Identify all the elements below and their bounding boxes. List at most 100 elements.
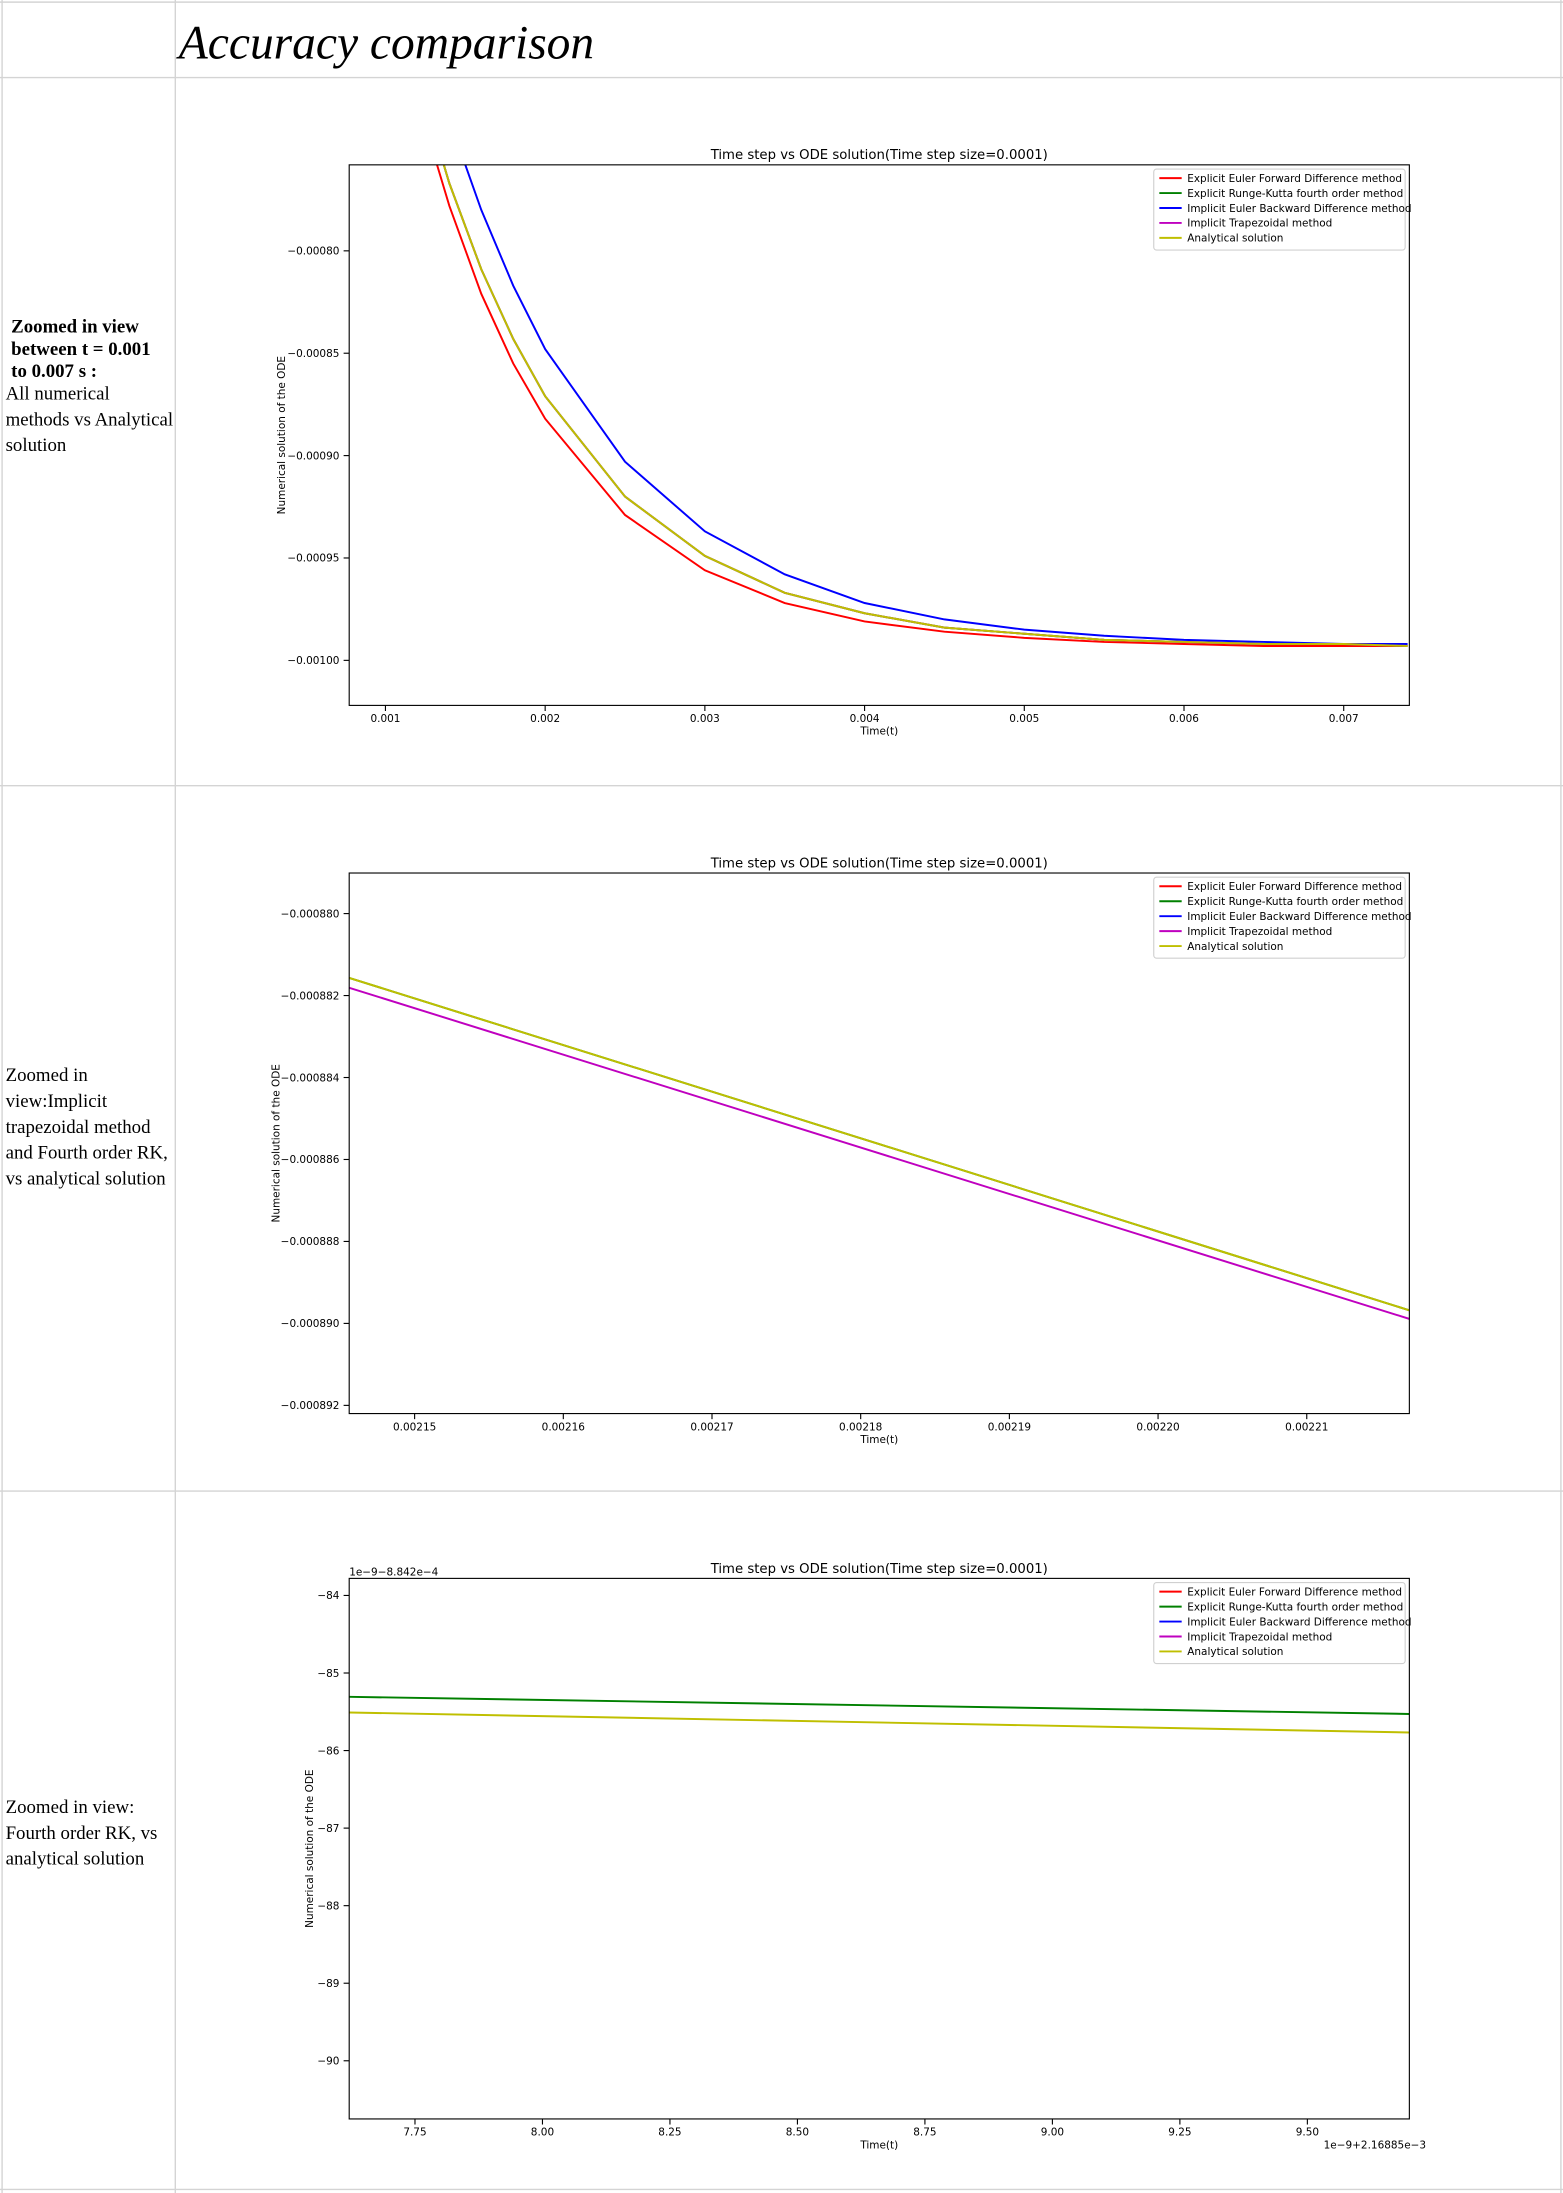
row-label: and Fourth order RK, — [6, 1143, 168, 1164]
y-tick-label: −0.00080 — [287, 246, 339, 258]
legend-label: Analytical solution — [1187, 233, 1283, 245]
legend-label: Explicit Euler Forward Difference method — [1187, 881, 1402, 893]
row-label: trapezoidal method — [6, 1117, 152, 1138]
series-line — [349, 986, 1410, 1320]
x-tick-label: 0.004 — [850, 713, 880, 725]
legend-box — [1153, 168, 1406, 251]
y-tick-label: −87 — [317, 1823, 339, 1835]
x-tick-label: 0.003 — [690, 713, 720, 725]
legend-label: Explicit Euler Forward Difference method — [1187, 173, 1402, 185]
legend-label: Implicit Trapezoidal method — [1187, 926, 1332, 938]
x-axis-label: Time(t) — [859, 1434, 898, 1446]
y-axis-label: Numerical solution of the ODE — [276, 356, 288, 514]
y-tick-label: −0.000890 — [281, 1318, 340, 1330]
plot-frame — [348, 1577, 1410, 2120]
x-tick-label: 8.00 — [531, 2127, 554, 2139]
row-label-bold: to 0.007 s : — [11, 361, 97, 382]
y-tick-label: −0.00090 — [287, 450, 339, 462]
legend-label: Implicit Trapezoidal method — [1187, 218, 1332, 230]
series-line — [436, 164, 1408, 648]
series-line — [349, 1695, 1410, 1715]
y-tick-label: −88 — [317, 1900, 339, 1912]
x-tick-label: 0.001 — [370, 713, 400, 725]
series-line — [349, 976, 1410, 1312]
row-label: Zoomed in — [6, 1065, 89, 1086]
legend-label: Analytical solution — [1187, 941, 1283, 953]
chart-title: Time step vs ODE solution(Time step size… — [710, 856, 1048, 871]
x-tick-label: 9.25 — [1168, 2127, 1191, 2139]
y-tick-label: −0.00085 — [287, 348, 339, 360]
row-label: methods vs Analytical — [6, 409, 173, 430]
legend-label: Explicit Runge-Kutta fourth order method — [1187, 1601, 1403, 1613]
row-label: Zoomed in view: — [6, 1797, 135, 1818]
x-axis-label: Time(t) — [859, 726, 898, 738]
legend-label: Implicit Euler Backward Difference metho… — [1187, 203, 1411, 215]
y-tick-label: −0.000886 — [281, 1154, 340, 1166]
y-tick-label: −0.000892 — [281, 1400, 340, 1412]
x-tick-label: 7.75 — [403, 2127, 426, 2139]
y-tick-label: −86 — [317, 1745, 339, 1757]
y-tick-label: −0.000888 — [281, 1236, 340, 1248]
series-line — [442, 164, 1408, 648]
y-tick-label: −0.000880 — [281, 908, 340, 920]
y-tick-label: −0.00095 — [287, 553, 339, 565]
legend-label: Implicit Euler Backward Difference metho… — [1187, 1616, 1411, 1628]
chart-title: Time step vs ODE solution(Time step size… — [710, 1562, 1048, 1577]
x-tick-label: 0.006 — [1169, 713, 1199, 725]
series-line — [464, 164, 1408, 645]
row-label-bold: between t = 0.001 — [11, 339, 150, 360]
x-offset-label: 1e−9+2.16885e−3 — [1324, 2139, 1426, 2151]
x-tick-label: 0.00221 — [1285, 1421, 1328, 1433]
x-tick-label: 0.005 — [1009, 713, 1039, 725]
legend-label: Explicit Euler Forward Difference method — [1187, 1586, 1402, 1598]
y-tick-label: −85 — [317, 1668, 339, 1680]
legend-label: Explicit Runge-Kutta fourth order method — [1187, 896, 1403, 908]
chart: Time step vs ODE solution(Time step size… — [276, 148, 1412, 738]
plot-lines — [436, 164, 1408, 648]
x-tick-label: 8.50 — [786, 2127, 809, 2139]
legend-box — [1153, 876, 1406, 959]
x-tick-label: 0.00219 — [988, 1421, 1031, 1433]
row-label: analytical solution — [6, 1849, 145, 1870]
x-tick-label: 0.00218 — [839, 1421, 882, 1433]
chart-title: Time step vs ODE solution(Time step size… — [710, 148, 1048, 163]
x-tick-label: 0.00215 — [393, 1421, 436, 1433]
x-tick-label: 0.002 — [530, 713, 560, 725]
page-title: Accuracy comparison — [176, 18, 594, 70]
y-tick-label: −0.000882 — [281, 990, 340, 1002]
row-label: view:Implicit — [6, 1091, 108, 1112]
y-tick-label: −90 — [317, 2056, 339, 2068]
legend-label: Analytical solution — [1187, 1646, 1283, 1658]
x-tick-label: 0.007 — [1329, 713, 1359, 725]
x-tick-label: 0.00220 — [1136, 1421, 1179, 1433]
y-tick-label: −0.000884 — [281, 1072, 340, 1084]
y-tick-label: −89 — [317, 1978, 339, 1990]
x-axis-label: Time(t) — [859, 2139, 898, 2151]
legend-label: Implicit Trapezoidal method — [1187, 1631, 1332, 1643]
plot-frame — [348, 872, 1410, 1415]
legend-label: Implicit Euler Backward Difference metho… — [1187, 911, 1411, 923]
chart: Time step vs ODE solution(Time step size… — [304, 1562, 1426, 2151]
x-tick-label: 8.75 — [913, 2127, 936, 2139]
row-label: solution — [6, 435, 67, 456]
y-tick-label: −0.00100 — [287, 655, 339, 667]
chart: Time step vs ODE solution(Time step size… — [270, 856, 1411, 1446]
legend-box — [1153, 1582, 1406, 1665]
plot-frame — [348, 164, 1410, 706]
row-label: All numerical — [6, 384, 110, 405]
y-tick-label: −84 — [317, 1590, 339, 1602]
x-tick-label: 8.25 — [658, 2127, 681, 2139]
row-label: vs analytical solution — [6, 1168, 167, 1189]
y-axis-label: Numerical solution of the ODE — [304, 1769, 316, 1927]
plot-lines — [349, 1695, 1410, 1734]
plot-lines — [349, 976, 1410, 1320]
row-label-bold: Zoomed in view — [11, 316, 139, 337]
y-axis-label: Numerical solution of the ODE — [270, 1064, 282, 1222]
x-tick-label: 9.50 — [1296, 2127, 1319, 2139]
series-line — [349, 1711, 1410, 1734]
x-tick-label: 9.00 — [1041, 2127, 1064, 2139]
x-tick-label: 0.00216 — [542, 1421, 585, 1433]
